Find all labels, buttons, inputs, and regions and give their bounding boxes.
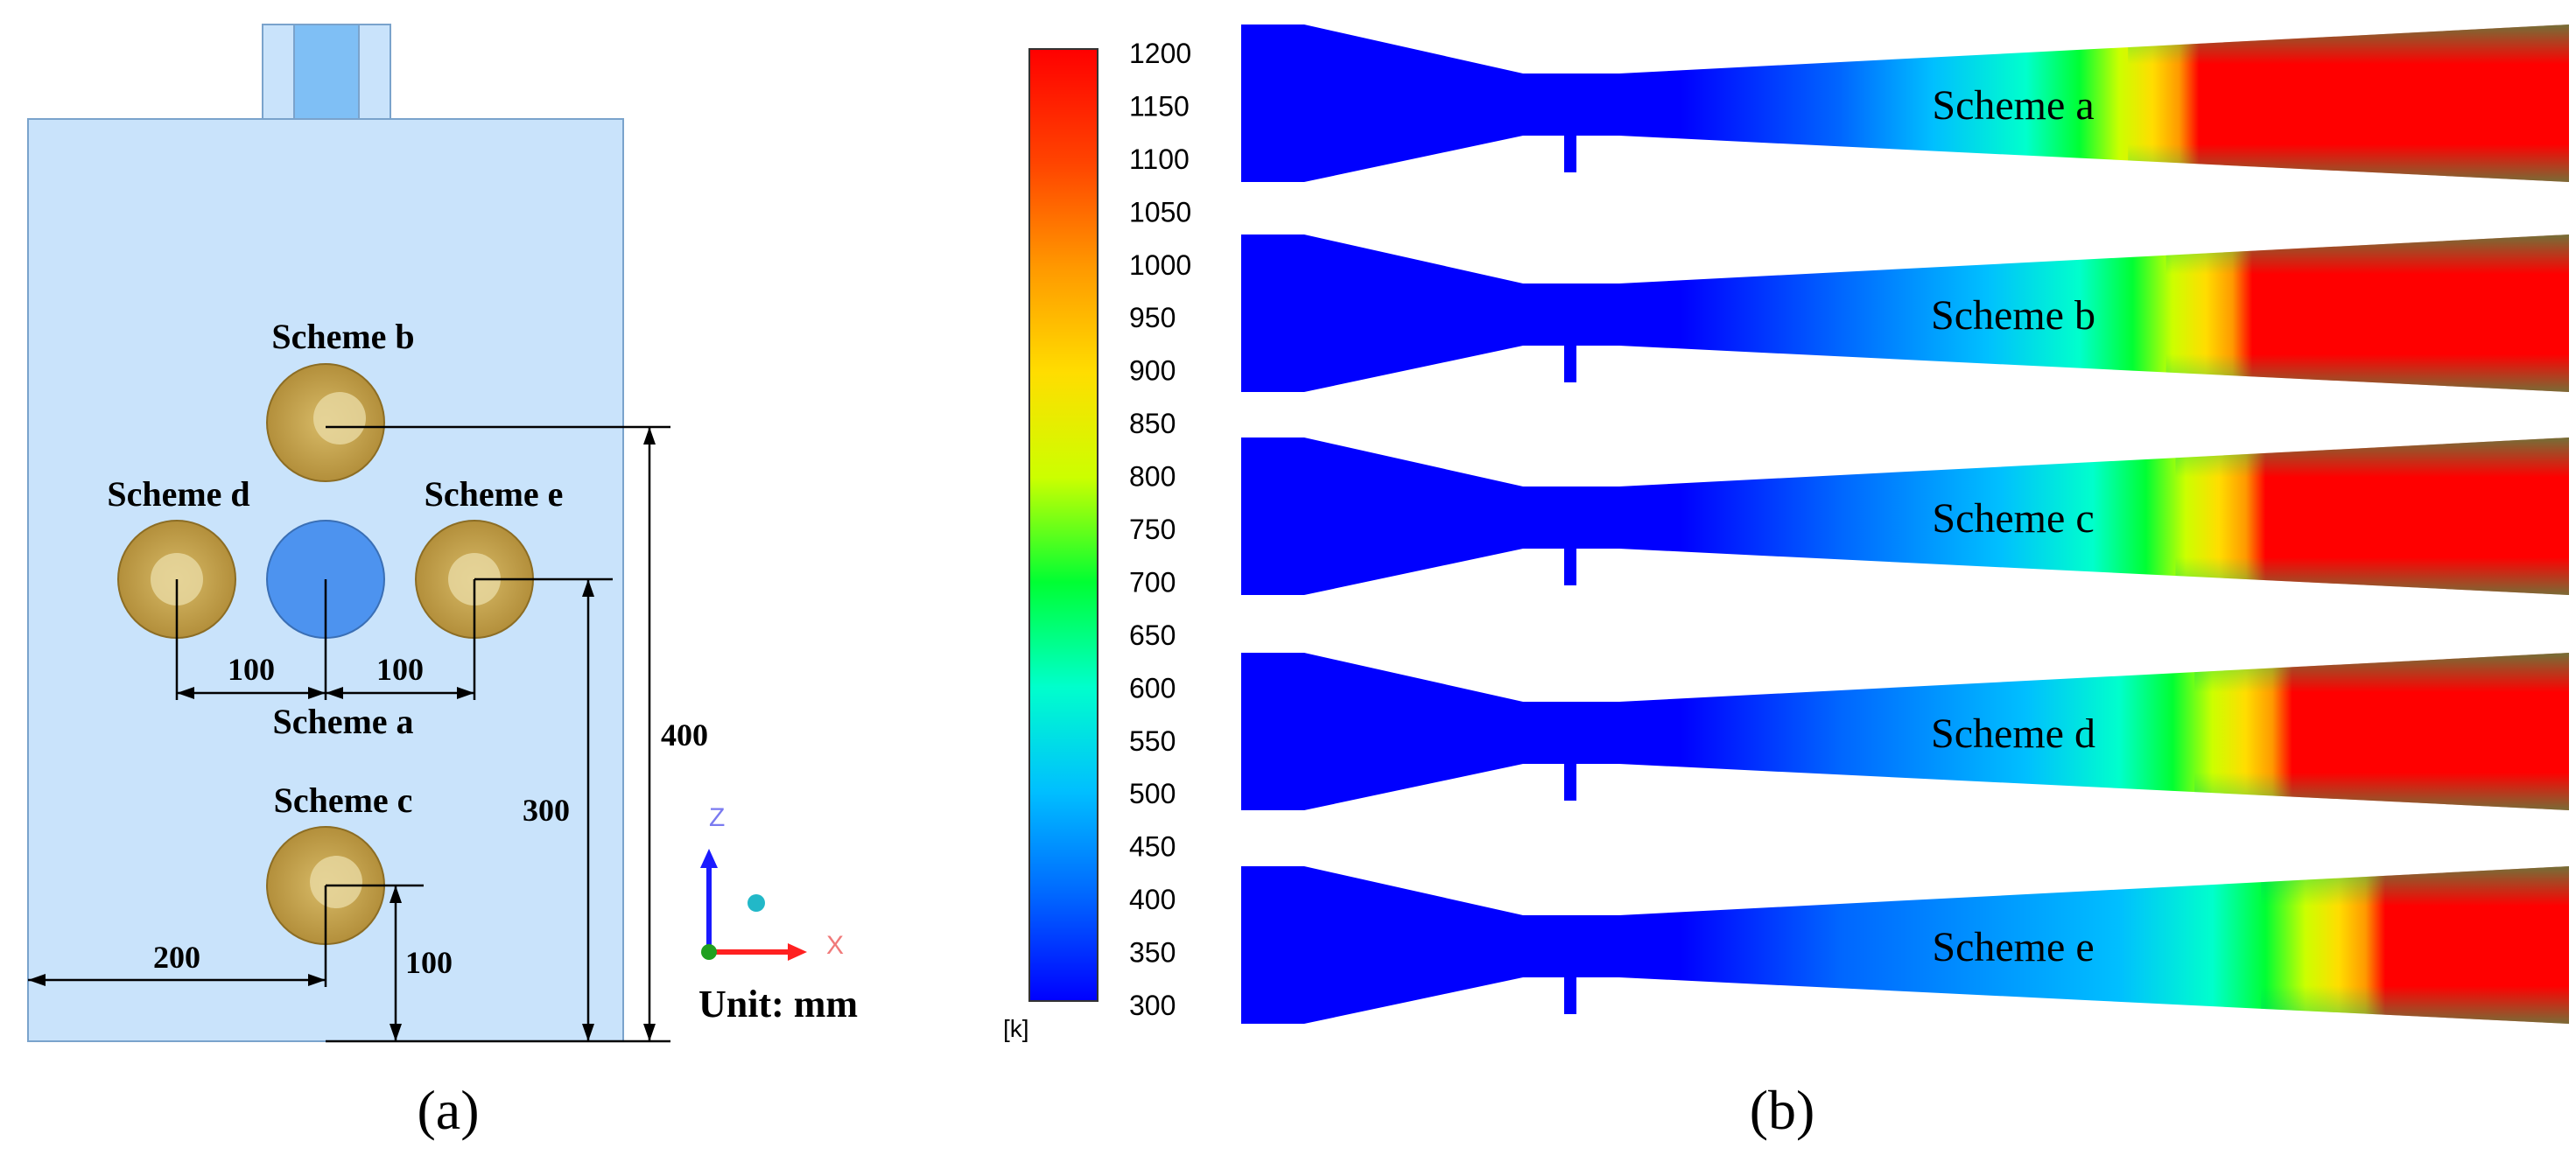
unit-label: Unit: mm [698,983,858,1026]
contour-edge-shading [2165,234,2569,392]
injector-stub [1564,346,1576,382]
colorbar-tick-label: 550 [1129,725,1176,757]
contour-plot: Scheme c [1241,438,2569,595]
colorbar-tick-label: 350 [1129,937,1176,969]
view-sphere [748,894,765,912]
z-axis-label: Z [709,803,725,832]
contour-plot: Scheme a [1241,24,2569,182]
contour-plot: Scheme d [1241,653,2569,810]
injector-stub [1564,764,1576,801]
dimension-lines [28,425,670,1043]
z-axis-arrow [700,849,718,868]
contour-edge-shading [2128,24,2569,182]
dim-100-left: 100 [228,652,275,687]
colorbar-ticks: 1200 1150 1100 1050 1000 950 900 850 800 750 700 65… [1129,38,1191,1021]
contour-scheme-label: Scheme a [1932,82,2094,129]
colorbar-tick-label: 950 [1129,302,1176,333]
colorbar-tick-label: 500 [1129,778,1176,809]
dim-100-right: 100 [376,652,424,687]
dim-200: 200 [153,940,200,975]
contour-scheme-label: Scheme e [1932,924,2094,970]
nozzle-scheme-b [266,363,385,482]
colorbar-tick-label: 900 [1129,355,1176,387]
origin-dot [701,944,717,960]
colorbar-tick-label: 750 [1129,514,1176,545]
colorbar-tick-label: 800 [1129,461,1176,493]
colorbar-tick-label: 1000 [1129,249,1191,281]
colorbar [1028,48,1098,1002]
contour-scheme-label: Scheme b [1931,292,2095,339]
panel-b: 1200 1150 1100 1050 1000 950 900 850 800 750 700 65… [1003,24,2569,1141]
colorbar-tick-label: 1200 [1129,38,1191,69]
contour-edge-shading [2175,438,2569,595]
injector-stub [1564,136,1576,172]
injector-stub [1564,977,1576,1014]
dim-400: 400 [661,718,708,752]
contour-scheme-label: Scheme d [1931,710,2095,757]
dimension-arrowheads [28,427,656,1041]
colorbar-tick-label: 1150 [1129,90,1190,122]
colorbar-tick-label: 600 [1129,672,1176,704]
colorbar-tick-label: 850 [1129,408,1176,439]
label-scheme-c: Scheme c [274,780,413,820]
label-scheme-b: Scheme b [271,317,414,356]
contour-plot: Scheme b [1241,234,2569,392]
colorbar-tick-label: 450 [1129,831,1176,863]
label-scheme-a: Scheme a [272,702,413,741]
colorbar-tick-label: 300 [1129,990,1176,1021]
contour-edge-shading [2261,866,2569,1024]
x-axis-arrow [788,943,807,961]
panel-b-label: (b) [1750,1079,1815,1141]
colorbar-unit: [k] [1003,1015,1029,1042]
panel-a-label: (a) [417,1079,479,1141]
dim-300: 300 [523,793,570,828]
contour-plot: Scheme e [1241,866,2569,1024]
x-axis-label: X [826,931,844,960]
outlet-duct-core [293,24,360,120]
colorbar-tick-label: 400 [1129,884,1176,915]
contour-scheme-label: Scheme c [1932,495,2094,542]
axis-triad: Z X [700,803,844,961]
label-scheme-d: Scheme d [107,474,249,514]
dim-100-vertical: 100 [405,945,453,980]
contour-edge-shading [2194,653,2569,810]
colorbar-tick-label: 650 [1129,620,1176,651]
injector-stub [1564,549,1576,585]
contour-plots: Scheme a Scheme b Scheme c Scheme d Scheme e [1241,24,2569,1024]
label-scheme-e: Scheme e [425,474,564,514]
colorbar-tick-label: 1050 [1129,196,1191,228]
colorbar-tick-label: 1100 [1129,144,1190,175]
colorbar-tick-label: 700 [1129,566,1176,598]
panel-a: Scheme b Scheme d Scheme e Scheme a Sche… [27,24,858,1141]
